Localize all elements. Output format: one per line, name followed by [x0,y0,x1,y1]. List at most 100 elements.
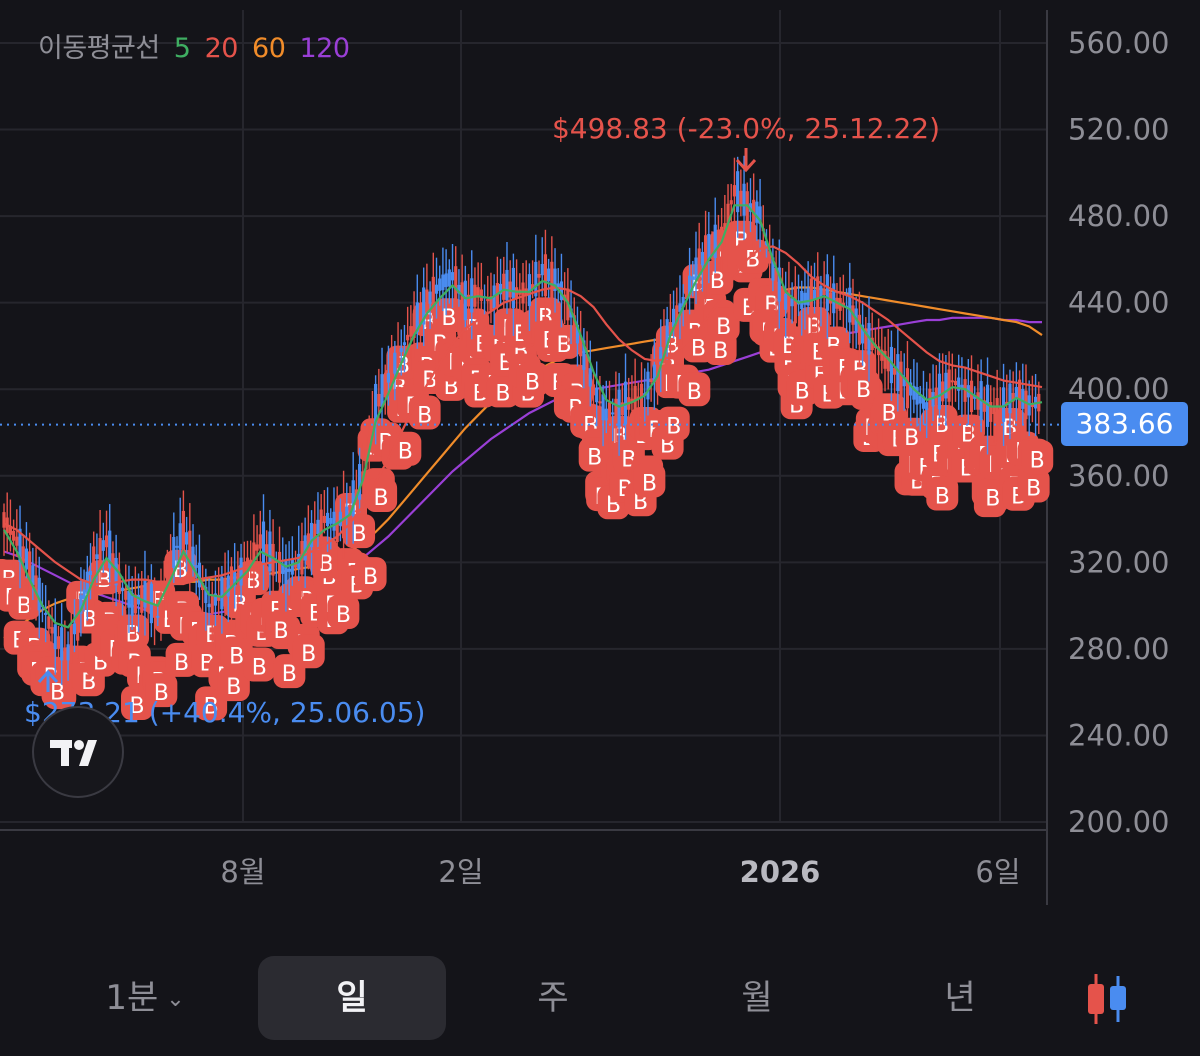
candle-body [511,267,515,309]
candle-body [441,274,445,291]
buy-marker [516,362,549,397]
y-tick-label: 240.00 [1068,718,1169,752]
timeframe-day-tab[interactable]: 일 [258,956,446,1040]
buy-marker [243,647,276,682]
candle-body [213,593,218,606]
candle-body [220,576,224,610]
candle-body [601,394,605,421]
candle-body [777,267,781,302]
buy-marker-label: B [246,569,261,594]
candle-body [412,313,416,339]
buy-marker [217,667,250,702]
candle-body [684,290,688,300]
candle-body [111,553,115,574]
buy-marker-label: B [642,471,657,496]
candle-body [899,361,903,400]
candle-body [704,235,708,278]
ma-legend-120: 120 [299,33,350,64]
candle-body [396,348,400,369]
price-chart[interactable]: 560.00 520.00 480.00 440.00 400.00 360.00 320.… [0,0,1200,940]
timeframe-month-tab[interactable]: 월 [741,978,773,1018]
candle-body [466,294,471,307]
candle-body [739,190,743,207]
candle-body [614,398,618,429]
candle-body [652,364,656,382]
candle-body [556,283,560,289]
buy-marker-label: B [935,485,950,510]
buy-marker-label: B [556,333,571,358]
candle-body [316,519,320,535]
buy-marker-label: B [174,651,189,676]
candle-body [1021,388,1025,409]
candle-body [659,346,663,365]
buy-marker [1021,440,1054,475]
candle-body [354,489,359,496]
candle-body [937,373,942,410]
current-price-badge: 383.66 [1061,402,1188,446]
candle-body [982,400,986,412]
candle-body [537,273,541,278]
candle-body [771,257,775,281]
candle-body [1001,387,1006,422]
candle-body [681,296,685,308]
candle-body [649,379,653,383]
ma-legend-label: 이동평균선 [38,33,160,64]
candle-body [893,367,897,375]
candle-body [521,282,525,304]
candle-body [133,594,137,614]
candle-body [992,406,996,415]
buy-marker-label: B [301,642,316,667]
candle-body [447,269,451,287]
chart-type-candle-icon[interactable] [1082,972,1132,1026]
candle-body [380,374,384,408]
candle-body [687,275,692,296]
ma-line-20 [3,245,1043,586]
candle-body [104,535,109,548]
candle-body [358,464,362,500]
buy-marker-label: B [713,339,728,364]
buy-marker-label: B [374,486,389,511]
candle-body [2,512,6,528]
candle-body [444,273,448,288]
candle-body [921,396,926,409]
buy-marker-label: B [904,426,919,451]
candle-body [72,623,77,635]
candle-body [290,559,294,575]
candle-body [527,274,532,307]
buy-marker [707,307,740,342]
buy-marker-label: B [154,681,169,706]
candle-body [309,522,314,548]
candle-body [780,288,785,302]
candle-body [960,384,964,389]
candle-body [880,349,884,361]
tradingview-logo[interactable] [32,706,124,798]
candle-body [998,406,1002,410]
candle-body [976,392,980,410]
candle-body [335,508,339,543]
candle-body [418,307,423,321]
candle-body [918,395,922,404]
candle-body [723,223,727,230]
candle-body [76,598,80,641]
candle-body [550,261,554,299]
candle-body [409,326,413,337]
timeframe-week-tab[interactable]: 주 [537,978,569,1018]
candle-body [8,525,13,535]
candle-body [736,171,740,213]
candle-body [793,286,797,324]
candle-body [857,314,861,345]
moving-average-legend[interactable]: 이동평균선 5 20 60 120 [38,26,356,65]
timeframe-year-tab[interactable]: 년 [944,978,976,1018]
candle-body [351,480,355,517]
candle-body [185,532,189,545]
candle-body [325,512,330,526]
candle-body [60,627,64,661]
candle-body [755,201,759,223]
candle-body [812,289,817,300]
candle-body [877,346,881,356]
candle-body [194,565,198,568]
candle-body [226,575,230,597]
candle-body [386,373,391,383]
candle-body [249,559,253,562]
timeframe-minute-dropdown[interactable]: 1분 ⌄ [90,956,200,1040]
